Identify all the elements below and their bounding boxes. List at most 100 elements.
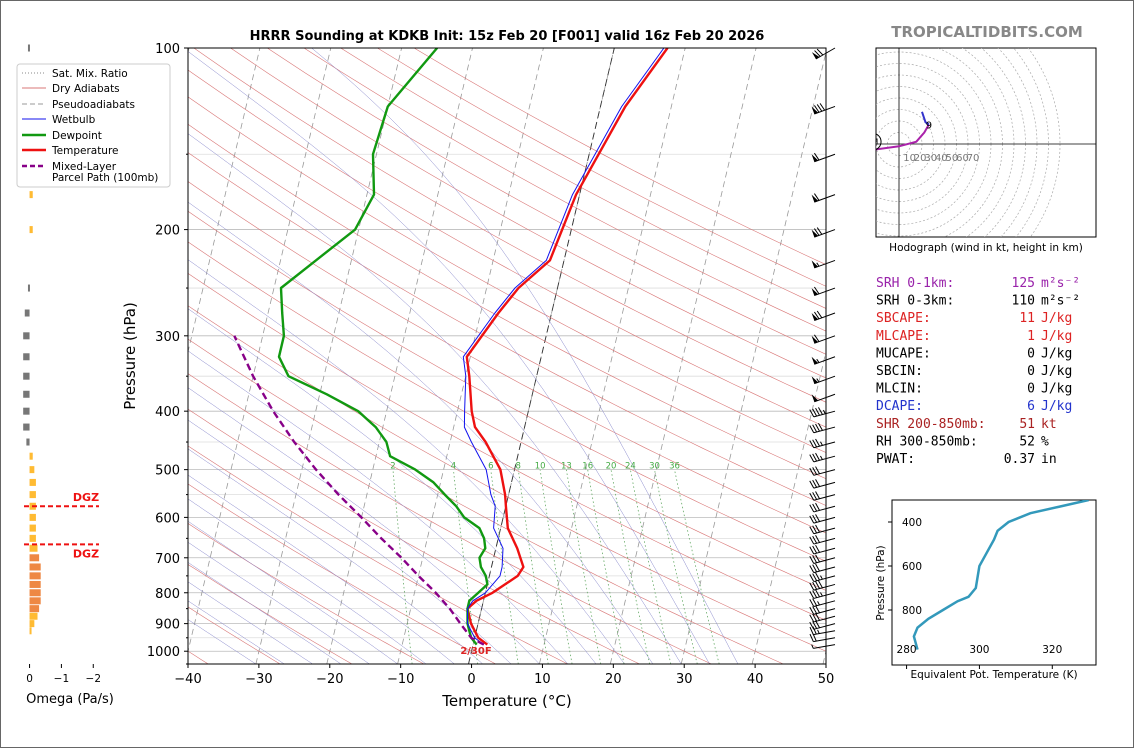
storm-motion-label: LM <box>867 138 878 147</box>
omega-bar <box>29 513 36 521</box>
sounding-indices: SRH 0-1km: 125 m²s⁻² SRH 0-3km: 110 m²s⁻² SBCA… <box>876 276 1080 467</box>
wind-barb <box>811 393 836 403</box>
legend-entry: Pseudoadiabats <box>52 99 135 111</box>
mixing-ratio-line <box>566 469 602 664</box>
wind-barb-flag <box>811 313 819 321</box>
surface-temperature-label: 2/30F <box>460 646 491 657</box>
pseudoadiabat <box>188 619 257 664</box>
dry-adiabat <box>188 272 826 621</box>
hodograph-height-label: 2 <box>861 152 867 163</box>
theta-e-x-tick-label: 300 <box>969 644 989 656</box>
wind-barb-feather <box>809 454 815 463</box>
index-row: SBCAPE: 11 J/kg <box>876 311 1072 326</box>
wind-barb-feather <box>813 228 820 236</box>
x-tick-label: 30 <box>676 672 693 687</box>
hodograph-caption: Hodograph (wind in kt, height in km) <box>889 242 1083 254</box>
wind-barb-staff <box>813 600 836 607</box>
wind-barb-feather <box>813 334 820 342</box>
skewt-x-axis-label: Temperature (°C) <box>441 692 571 710</box>
mixing-ratio-label: 13 <box>561 462 572 472</box>
mixing-ratio-label: 6 <box>488 462 493 472</box>
omega-bar <box>27 284 30 292</box>
theta-e-line <box>912 500 1089 650</box>
omega-bar <box>29 597 41 605</box>
omega-bar <box>29 554 40 562</box>
wind-barb-feather <box>815 589 820 598</box>
theta-e-x-tick-label: 280 <box>897 644 917 656</box>
omega-bar <box>24 309 30 317</box>
hodograph-ring-label: 30 <box>924 153 937 164</box>
dgz-label: DGZ <box>73 491 99 504</box>
wind-barb <box>811 193 836 203</box>
index-unit: m²s⁻² <box>1041 276 1080 291</box>
mixing-ratio-line <box>674 469 720 664</box>
pseudoadiabat <box>188 201 654 664</box>
wind-barb-feather <box>809 467 815 476</box>
series-line-temperature <box>465 48 669 646</box>
pseudoadiabat <box>188 448 483 664</box>
wind-barb-feather <box>812 573 818 582</box>
wind-barb-feather <box>812 555 818 563</box>
wind-barb <box>809 535 836 545</box>
index-unit: % <box>1041 434 1049 449</box>
wind-barb-feather <box>815 605 820 614</box>
wind-barb-feather <box>815 479 820 487</box>
theta-e-x-tick-label: 320 <box>1042 644 1062 656</box>
index-label: RH 300-850mb: <box>876 434 978 449</box>
wind-barb-feather <box>809 599 815 607</box>
index-row: SRH 0-3km: 110 m²s⁻² <box>876 294 1080 309</box>
omega-bar <box>29 580 41 588</box>
wind-barb <box>809 479 836 489</box>
wind-barb-feather <box>813 311 820 320</box>
isotherm-line <box>539 48 686 664</box>
wind-barb-feather <box>815 452 820 461</box>
wind-barb-feather <box>813 193 820 201</box>
omega-bar <box>29 226 33 234</box>
wind-barb-half-feather <box>817 629 820 634</box>
dry-adiabat <box>188 523 425 664</box>
series-line-dewpoint <box>277 48 489 646</box>
pseudoadiabat <box>188 133 682 664</box>
omega-bar <box>29 478 36 486</box>
pseudoadiabat <box>188 350 568 664</box>
skewt-background-lines <box>188 48 826 664</box>
wind-barb-staff <box>813 547 836 555</box>
omega-bar <box>29 534 36 542</box>
wind-barb <box>811 375 836 385</box>
wind-barb-feather <box>812 479 818 488</box>
wind-barb-half-feather <box>822 409 826 415</box>
wind-barb-feather <box>812 581 818 590</box>
index-unit: J/kg <box>1041 364 1072 379</box>
dry-adiabat <box>188 181 826 534</box>
y-tick-label: 200 <box>155 224 180 239</box>
wind-barb-feather <box>809 574 815 582</box>
wind-barb-staff <box>813 608 836 615</box>
wind-barb-feather <box>812 621 818 629</box>
wind-barb <box>811 310 836 322</box>
index-label: SRH 0-1km: <box>876 276 954 291</box>
dry-adiabat <box>188 241 826 591</box>
wind-barb <box>809 563 836 574</box>
legend-entry: Dry Adiabats <box>52 83 120 95</box>
wind-barb <box>811 356 836 365</box>
skewt-axis-ticks: −40 −30 −20 −10 0 10 20 30 40 50 100 200 300 400 500 60… <box>147 42 834 687</box>
wind-barb <box>811 644 836 649</box>
index-value: 11 <box>1019 311 1035 326</box>
wind-barb-feather <box>815 535 820 543</box>
omega-bar <box>23 353 30 361</box>
wind-barb-staff <box>814 375 836 385</box>
pseudoadiabat <box>311 48 739 664</box>
omega-bar <box>23 423 30 431</box>
hodograph-frame <box>875 47 1097 238</box>
dry-adiabat <box>188 483 496 664</box>
wind-barb-feather <box>812 626 817 635</box>
x-tick-label: 20 <box>605 672 622 687</box>
wind-barb-feather <box>813 152 820 161</box>
dry-adiabat <box>303 48 826 332</box>
wind-barb-feather <box>809 565 815 573</box>
pseudoadiabat <box>188 308 597 664</box>
index-value: 125 <box>1012 276 1035 291</box>
wind-barb-feather <box>812 525 818 534</box>
wind-barb <box>809 572 836 583</box>
index-row: SHR 200-850mb: 51 kt <box>876 417 1057 432</box>
